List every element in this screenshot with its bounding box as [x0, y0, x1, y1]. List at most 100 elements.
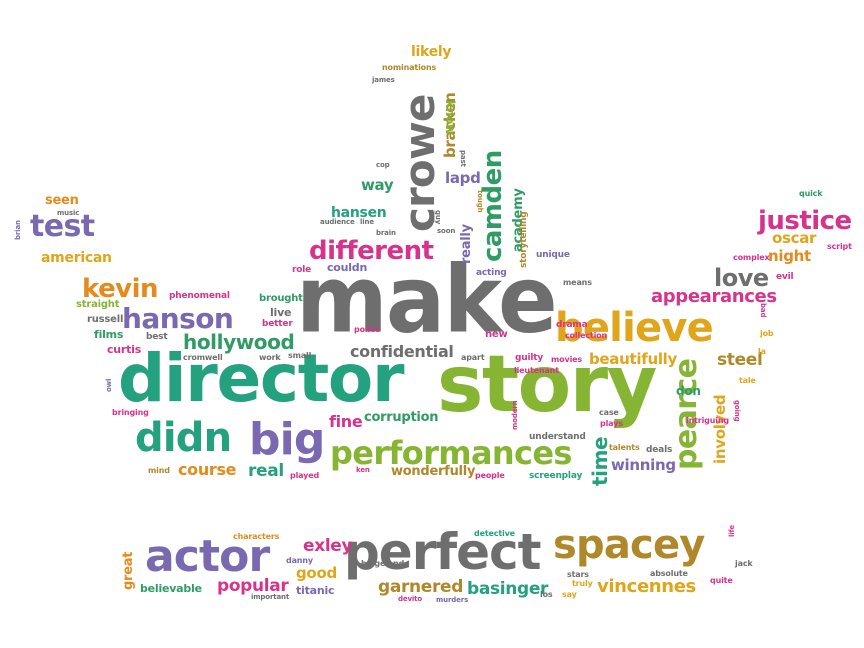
- word: believable: [140, 582, 202, 595]
- word: test: [30, 209, 95, 244]
- word: complex: [733, 253, 770, 262]
- word: fine: [329, 412, 363, 431]
- word: truly: [572, 579, 593, 588]
- word: live: [270, 306, 292, 319]
- word: way: [361, 176, 394, 194]
- word: audience: [320, 218, 355, 226]
- word: big: [249, 414, 325, 465]
- word: important: [251, 593, 290, 601]
- word: modern: [511, 400, 519, 430]
- word: jack: [735, 559, 753, 568]
- word: beautifully: [589, 350, 677, 368]
- word: guilty: [515, 353, 544, 363]
- word: night: [768, 247, 811, 265]
- word: real: [248, 461, 284, 481]
- word: love: [714, 264, 769, 292]
- word: say: [562, 590, 577, 599]
- word: quite: [710, 576, 733, 585]
- word: curtis: [107, 343, 142, 356]
- word: perfect: [344, 523, 542, 581]
- word: likely: [411, 44, 452, 60]
- word: collection: [565, 331, 608, 340]
- word: time: [588, 436, 612, 486]
- word: nominations: [382, 63, 437, 72]
- word: small: [288, 351, 312, 360]
- word: danny: [286, 556, 313, 565]
- word: oscar: [772, 229, 817, 247]
- word: bringing: [112, 408, 149, 417]
- word: means: [563, 278, 592, 287]
- word: phenomenal: [169, 291, 230, 301]
- word: don: [676, 384, 701, 398]
- word: played: [290, 471, 320, 480]
- word: performances: [330, 434, 572, 472]
- word: script: [827, 242, 852, 251]
- word: cromwell: [183, 353, 223, 362]
- word: detective: [474, 529, 515, 538]
- word: best: [146, 332, 168, 342]
- word: confidential: [350, 342, 454, 361]
- word: movies: [551, 355, 583, 364]
- word: brain: [376, 229, 396, 237]
- word: role: [292, 265, 312, 275]
- word: seen: [45, 193, 79, 208]
- word: plays: [600, 419, 623, 428]
- word: acting: [476, 268, 507, 278]
- word: really: [459, 224, 474, 264]
- word: case: [599, 408, 619, 417]
- word: couldn: [327, 261, 368, 274]
- word: people: [475, 471, 505, 480]
- word: devito: [398, 595, 423, 603]
- word: justice: [758, 206, 852, 236]
- word: deals: [646, 445, 673, 455]
- word: good: [296, 564, 337, 582]
- word: director: [118, 340, 405, 417]
- word: brian: [14, 220, 22, 240]
- word: straight: [76, 299, 120, 310]
- word: guy: [434, 210, 442, 225]
- word: make: [296, 245, 558, 354]
- word: tale: [739, 376, 756, 385]
- word: exley: [303, 536, 353, 556]
- word: ken: [356, 466, 370, 474]
- word: life: [728, 524, 736, 537]
- word: hollywood: [183, 330, 295, 354]
- word: brought: [259, 293, 303, 304]
- word: winning: [611, 456, 676, 474]
- word: drama: [556, 320, 588, 330]
- word: bad: [759, 303, 767, 318]
- word: stars: [567, 570, 589, 579]
- word: know: [443, 100, 457, 135]
- word: storytelling: [519, 211, 529, 269]
- word: evil: [776, 272, 794, 282]
- word: lapd: [445, 169, 481, 187]
- word: russell: [87, 314, 124, 325]
- word: owl: [105, 378, 113, 392]
- word: line: [360, 218, 374, 226]
- word: hansen: [331, 205, 387, 221]
- word: didn: [135, 415, 232, 461]
- word: wonderfully: [391, 464, 476, 479]
- word: absolute: [650, 569, 688, 578]
- word: helgeland: [361, 559, 405, 568]
- word: titanic: [296, 584, 335, 597]
- word: lieutenant: [514, 366, 559, 375]
- word: spacey: [553, 522, 705, 568]
- word: los: [540, 590, 553, 599]
- word: story: [437, 340, 657, 430]
- word: murders: [436, 596, 469, 604]
- word: popular: [217, 576, 289, 596]
- word: vincennes: [597, 576, 696, 597]
- word: apart: [461, 353, 485, 362]
- word: tough: [476, 190, 484, 213]
- word: past: [459, 150, 467, 167]
- word: cop: [376, 161, 390, 169]
- word: believe: [555, 305, 714, 351]
- word: music: [57, 209, 80, 217]
- word: hanson: [122, 302, 234, 335]
- word: actor: [145, 531, 270, 582]
- word: course: [178, 460, 237, 479]
- word: better: [262, 319, 293, 329]
- word: characters: [233, 532, 280, 541]
